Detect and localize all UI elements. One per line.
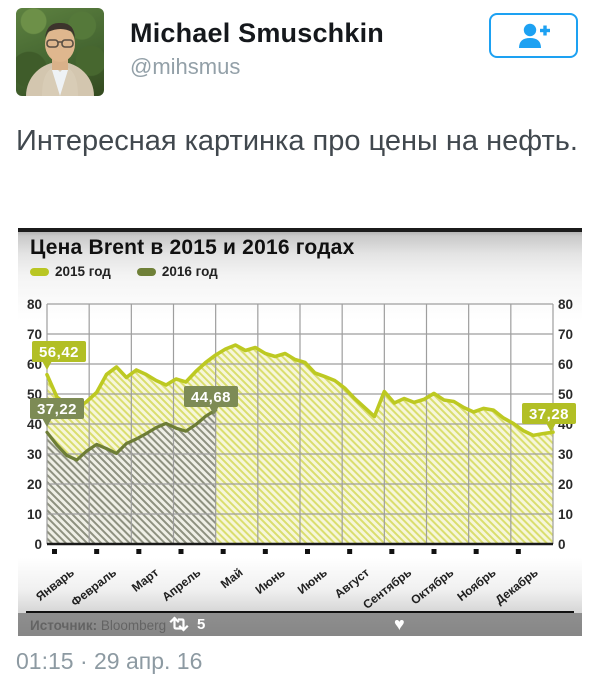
avatar-person-illustration	[26, 22, 94, 96]
chart-legend: 2015 год 2016 год	[30, 264, 218, 279]
media-actions-bar: 5 ♥	[18, 613, 582, 636]
legend-item-2015: 2015 год	[30, 264, 111, 279]
card-top-border	[18, 228, 582, 232]
retweet-count: 5	[197, 615, 206, 633]
svg-text:70: 70	[27, 327, 42, 342]
svg-text:70: 70	[558, 327, 573, 342]
svg-text:Ноябрь: Ноябрь	[454, 565, 498, 604]
svg-text:44,68: 44,68	[191, 389, 231, 406]
chart-media[interactable]: 0 0 10 10 20 20 30 30 40 40 50 50 60 60 70 70 80 80 Январь…	[18, 228, 582, 636]
svg-text:Май: Май	[218, 565, 246, 591]
svg-text:Декабрь: Декабрь	[493, 565, 541, 607]
svg-text:Апрель: Апрель	[159, 565, 203, 604]
heart-icon[interactable]: ♥	[394, 614, 405, 634]
svg-text:Октябрь: Октябрь	[408, 565, 456, 607]
svg-text:20: 20	[558, 477, 573, 492]
retweet-button[interactable]: 5	[168, 615, 205, 633]
follow-button[interactable]	[489, 13, 578, 58]
svg-text:10: 10	[27, 507, 42, 522]
svg-text:20: 20	[27, 477, 42, 492]
legend-label-2016: 2016 год	[161, 264, 218, 279]
svg-text:30: 30	[27, 447, 42, 462]
retweet-icon	[169, 616, 189, 632]
svg-text:50: 50	[558, 387, 573, 402]
avatar[interactable]	[16, 8, 104, 96]
svg-text:56,42: 56,42	[39, 344, 79, 361]
legend-item-2016: 2016 год	[136, 264, 218, 279]
svg-text:60: 60	[558, 357, 573, 372]
svg-text:80: 80	[27, 297, 42, 312]
tweet-timestamp: 01:15 · 29 апр. 16	[16, 648, 203, 674]
svg-text:Февраль: Февраль	[68, 565, 119, 609]
person-add-icon	[518, 23, 550, 48]
svg-text:80: 80	[558, 297, 573, 312]
legend-swatch-2015	[30, 267, 49, 276]
display-name[interactable]: Michael Smuschkin	[130, 18, 384, 48]
svg-text:0: 0	[558, 537, 566, 552]
svg-text:Июнь: Июнь	[253, 565, 288, 597]
svg-text:40: 40	[27, 417, 42, 432]
legend-label-2015: 2015 год	[55, 264, 111, 279]
legend-swatch-2016	[136, 267, 156, 276]
user-handle: @mihsmus	[130, 54, 241, 79]
svg-text:0: 0	[34, 537, 42, 552]
svg-text:Июнь: Июнь	[295, 565, 330, 597]
svg-text:10: 10	[558, 507, 573, 522]
svg-text:Март: Март	[129, 565, 161, 594]
chart-footer-divider	[26, 611, 574, 613]
chart-title: Цена Brent в 2015 и 2016 годах	[30, 236, 355, 259]
svg-text:37,22: 37,22	[37, 401, 77, 418]
svg-text:37,28: 37,28	[529, 406, 569, 423]
tweet-text: Интересная картинка про цены на нефть.	[16, 125, 578, 157]
svg-text:30: 30	[558, 447, 573, 462]
